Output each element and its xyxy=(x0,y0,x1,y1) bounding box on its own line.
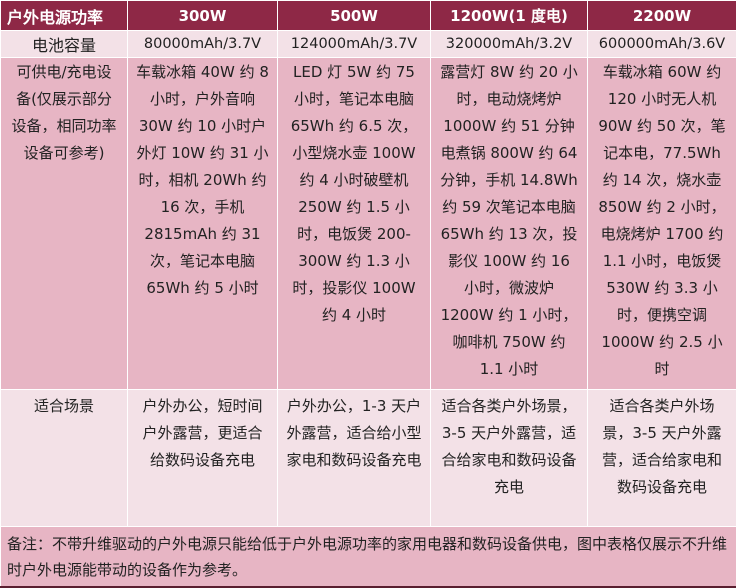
table-cell: 露营灯 8W 约 20 小时，电动烧烤炉 1000W 约 51 分钟电煮锅 80… xyxy=(431,58,588,390)
table-cell: 适合各类户外场景，3-5 天户外露营，适合给家电和数码设备充电 xyxy=(588,390,736,527)
table-cell: 600000mAh/3.6V xyxy=(588,31,736,58)
capacity-row: 电池容量 80000mAh/3.7V 124000mAh/3.7V 320000… xyxy=(1,31,736,58)
note-row: 备注：不带升维驱动的户外电源只能给低于户外电源功率的家用电器和数码设备供电，图中… xyxy=(1,527,736,588)
header-cell: 300W xyxy=(128,1,278,31)
row-label: 电池容量 xyxy=(1,31,128,58)
header-cell: 1200W(1 度电) xyxy=(431,1,588,31)
row-label: 适合场景 xyxy=(1,390,128,527)
header-cell: 户外电源功率 xyxy=(1,1,128,31)
header-cell: 2200W xyxy=(588,1,736,31)
table-cell: 适合各类户外场景，3-5 天户外露营，适合给家电和数码设备充电 xyxy=(431,390,588,527)
row-label: 可供电/充电设备(仅展示部分设备，相同功率设备可参考) xyxy=(1,58,128,390)
table-cell: 320000mAh/3.2V xyxy=(431,31,588,58)
header-row: 户外电源功率 300W 500W 1200W(1 度电) 2200W xyxy=(1,1,736,31)
table-cell: 124000mAh/3.7V xyxy=(278,31,431,58)
table-cell: 户外办公，短时间户外露营，更适合给数码设备充电 xyxy=(128,390,278,527)
note-text: 备注：不带升维驱动的户外电源只能给低于户外电源功率的家用电器和数码设备供电，图中… xyxy=(1,527,736,588)
scenarios-row: 适合场景 户外办公，短时间户外露营，更适合给数码设备充电 户外办公，1-3 天户… xyxy=(1,390,736,527)
table-cell: 户外办公，1-3 天户外露营，适合给小型家电和数码设备充电 xyxy=(278,390,431,527)
table-cell: 80000mAh/3.7V xyxy=(128,31,278,58)
devices-row: 可供电/充电设备(仅展示部分设备，相同功率设备可参考) 车载冰箱 40W 约 8… xyxy=(1,58,736,390)
table-cell: 车载冰箱 60W 约 120 小时无人机 90W 约 50 次，笔记本电，77.… xyxy=(588,58,736,390)
table-cell: LED 灯 5W 约 75 小时，笔记本电脑 65Wh 约 6.5 次，小型烧水… xyxy=(278,58,431,390)
header-cell: 500W xyxy=(278,1,431,31)
table-cell: 车载冰箱 40W 约 8 小时，户外音响 30W 约 10 小时户外灯 10W … xyxy=(128,58,278,390)
